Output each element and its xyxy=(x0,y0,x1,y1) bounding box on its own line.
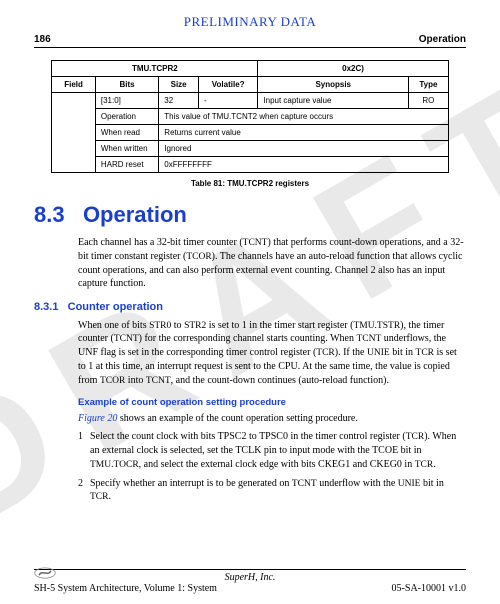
section-number: 8.3 xyxy=(34,202,65,227)
col-size: Size xyxy=(159,77,199,93)
reg-name-cell: TMU.TCPR2 xyxy=(52,61,258,77)
field-empty xyxy=(52,93,96,173)
figure-reference: Figure 20 shows an example of the count … xyxy=(78,413,466,424)
list-item: 2 Specify whether an interrupt is to be … xyxy=(78,477,466,505)
r0-bits: [31:0] xyxy=(95,93,158,109)
page-content: PRELIMINARY DATA 186 Operation TMU.TCPR2… xyxy=(0,0,500,604)
preliminary-banner: PRELIMINARY DATA xyxy=(34,14,466,30)
col-type: Type xyxy=(409,77,449,93)
r1-label: Operation xyxy=(95,109,158,125)
r1-text: This value of TMU.TCNT2 when capture occ… xyxy=(159,109,448,125)
col-synopsis: Synopsis xyxy=(258,77,409,93)
subsection-title: Counter operation xyxy=(68,301,163,313)
r0-type: RO xyxy=(409,93,449,109)
page-footer: SuperH, Inc. SH-5 System Architecture, V… xyxy=(34,569,466,594)
table-caption: Table 81: TMU.TCPR2 registers xyxy=(34,179,466,188)
r3-label: When written xyxy=(95,141,158,157)
footer-company: SuperH, Inc. xyxy=(34,572,466,583)
item-number: 1 xyxy=(78,430,90,471)
counter-op-paragraph: When one of bits STR0 to STR2 is set to … xyxy=(78,319,466,388)
reg-addr-cell: 0x2C) xyxy=(258,61,448,77)
col-volatile: Volatile? xyxy=(198,77,257,93)
section-heading: 8.3 Operation xyxy=(34,202,466,228)
item-number: 2 xyxy=(78,477,90,505)
item-text: Specify whether an interrupt is to be ge… xyxy=(90,477,466,505)
register-table: TMU.TCPR2 0x2C) Field Bits Size Volatile… xyxy=(51,60,448,173)
col-field: Field xyxy=(52,77,96,93)
r2-label: When read xyxy=(95,125,158,141)
company-logo-icon xyxy=(34,566,56,580)
list-item: 1 Select the count clock with bits TPSC2… xyxy=(78,430,466,471)
r0-size: 32 xyxy=(159,93,199,109)
page-header: 186 Operation xyxy=(34,34,466,48)
r0-syn: Input capture value xyxy=(258,93,409,109)
r2-text: Returns current value xyxy=(159,125,448,141)
example-heading: Example of count operation setting proce… xyxy=(78,397,466,408)
r3-text: Ignored xyxy=(159,141,448,157)
col-bits: Bits xyxy=(95,77,158,93)
footer-doc-title: SH-5 System Architecture, Volume 1: Syst… xyxy=(34,583,217,594)
footer-doc-id: 05-SA-10001 v1.0 xyxy=(392,583,466,594)
section-intro: Each channel has a 32-bit timer counter … xyxy=(78,236,466,291)
procedure-list: 1 Select the count clock with bits TPSC2… xyxy=(78,430,466,509)
r4-label: HARD reset xyxy=(95,157,158,173)
subsection-heading: 8.3.1 Counter operation xyxy=(34,301,466,313)
section-title: Operation xyxy=(83,202,187,227)
page-number: 186 xyxy=(34,34,51,45)
item-text: Select the count clock with bits TPSC2 t… xyxy=(90,430,466,471)
subsection-number: 8.3.1 xyxy=(34,301,58,313)
header-section: Operation xyxy=(419,34,466,45)
r0-vol: - xyxy=(198,93,257,109)
r4-text: 0xFFFFFFFF xyxy=(159,157,448,173)
